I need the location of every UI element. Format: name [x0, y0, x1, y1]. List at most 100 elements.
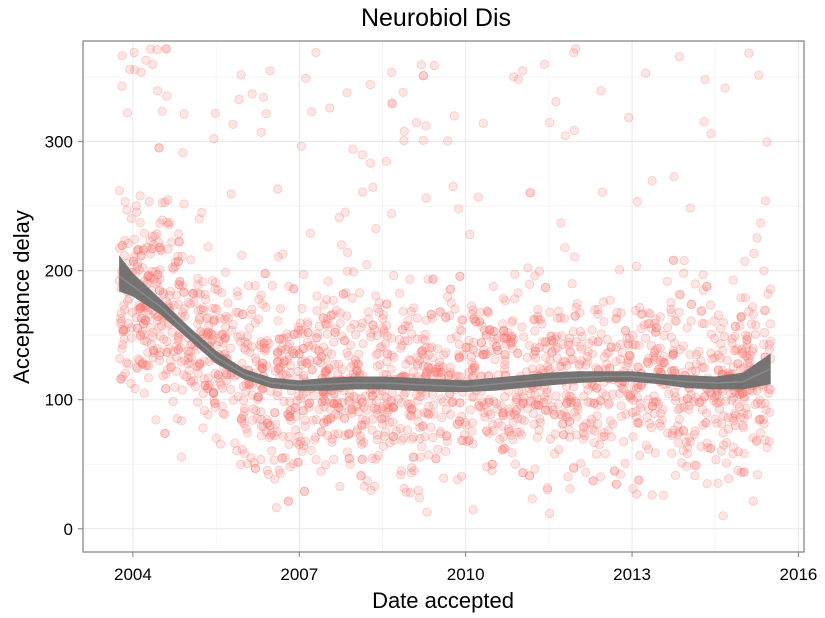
data-point	[136, 302, 146, 312]
data-point	[684, 361, 694, 371]
data-point	[185, 357, 195, 367]
data-point	[468, 305, 478, 315]
data-point	[541, 337, 551, 347]
data-point	[735, 321, 745, 331]
data-point	[254, 294, 264, 304]
data-point	[277, 453, 287, 463]
data-point	[420, 432, 430, 442]
data-point	[193, 361, 203, 372]
data-point	[160, 428, 170, 438]
data-point	[170, 257, 180, 267]
data-point	[605, 295, 615, 305]
data-point	[142, 242, 152, 252]
data-point	[372, 331, 382, 341]
data-point	[173, 345, 183, 355]
data-point	[404, 402, 415, 412]
data-point	[321, 366, 331, 376]
data-point	[117, 81, 127, 91]
data-point	[509, 334, 519, 344]
data-point	[147, 244, 157, 254]
data-point	[157, 106, 167, 117]
data-point	[120, 197, 130, 207]
data-point	[277, 334, 287, 344]
data-point	[431, 367, 441, 377]
data-point	[454, 339, 464, 349]
data-point	[298, 343, 308, 354]
data-point	[504, 404, 514, 414]
data-point	[670, 338, 680, 348]
data-point	[525, 397, 535, 407]
data-point	[667, 431, 677, 441]
data-point	[507, 448, 517, 458]
data-point	[247, 309, 257, 319]
data-point	[415, 391, 425, 402]
data-point	[406, 468, 416, 478]
data-point	[141, 55, 151, 65]
data-point	[399, 483, 409, 493]
data-point	[742, 409, 753, 420]
data-point	[300, 421, 310, 431]
data-point	[432, 344, 443, 354]
data-point	[698, 420, 708, 430]
data-point	[517, 66, 528, 76]
data-point	[133, 246, 143, 256]
data-point	[721, 458, 732, 468]
data-point	[280, 452, 290, 463]
data-point	[698, 285, 708, 295]
data-point	[162, 365, 172, 375]
data-point	[431, 364, 442, 374]
data-point	[530, 346, 540, 356]
data-point	[498, 432, 508, 442]
data-point	[120, 324, 130, 335]
data-point	[266, 430, 276, 440]
data-point	[533, 314, 544, 324]
data-point	[326, 310, 336, 320]
data-point	[327, 437, 337, 447]
data-point	[448, 181, 458, 192]
data-point	[340, 207, 350, 217]
data-point	[257, 358, 268, 368]
data-point	[151, 415, 161, 425]
data-point	[279, 356, 289, 366]
data-point	[694, 397, 704, 407]
data-point	[447, 398, 457, 408]
data-point	[547, 402, 557, 412]
data-point	[133, 245, 143, 255]
data-point	[485, 325, 495, 335]
data-point	[163, 244, 173, 254]
data-point	[297, 303, 307, 314]
data-point	[571, 337, 581, 347]
data-point	[697, 362, 708, 372]
data-point	[591, 383, 602, 393]
data-point	[418, 71, 428, 81]
data-point	[719, 331, 729, 341]
data-point	[508, 417, 518, 428]
data-point	[215, 313, 225, 323]
data-point	[404, 409, 414, 419]
data-point	[684, 404, 694, 415]
data-point	[228, 119, 238, 129]
data-point	[175, 280, 185, 290]
data-point	[673, 405, 683, 415]
data-point	[323, 363, 334, 373]
data-point	[478, 118, 488, 128]
data-point	[504, 407, 514, 417]
data-point	[438, 396, 448, 407]
data-point	[358, 339, 368, 349]
data-point	[527, 494, 537, 504]
data-point	[236, 414, 247, 424]
data-point	[293, 457, 303, 467]
data-point	[333, 369, 343, 379]
data-point	[122, 205, 132, 215]
data-point	[146, 339, 156, 349]
data-point	[409, 465, 419, 476]
data-point	[646, 422, 657, 433]
data-point	[349, 319, 359, 329]
data-point	[145, 236, 155, 246]
data-point	[238, 411, 248, 421]
data-point	[478, 349, 489, 360]
data-point	[446, 369, 456, 379]
data-point	[289, 284, 299, 294]
data-point	[275, 304, 286, 314]
data-point	[167, 262, 178, 273]
